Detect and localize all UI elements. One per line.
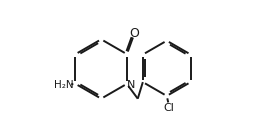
Text: H₂N: H₂N (54, 80, 74, 90)
Text: O: O (129, 27, 139, 40)
Text: Cl: Cl (163, 103, 174, 113)
Text: N: N (127, 80, 135, 90)
